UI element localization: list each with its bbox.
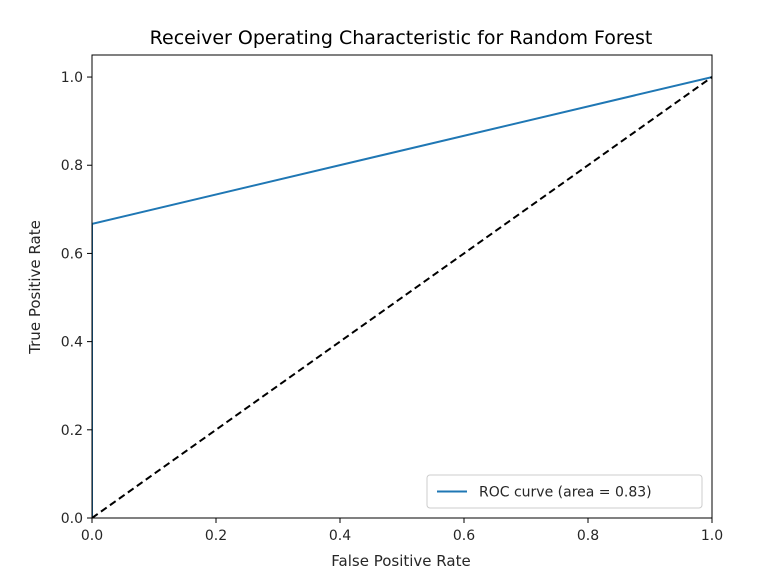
plot-area [91, 54, 713, 519]
x-axis-label: False Positive Rate [331, 552, 470, 570]
y-tick-label: 0.4 [61, 335, 83, 351]
x-tick-label: 0.8 [577, 528, 599, 544]
chart-title: Receiver Operating Characteristic for Ra… [150, 27, 653, 49]
x-tick-label: 0.0 [81, 528, 103, 544]
legend-box [426, 474, 703, 509]
chance-diagonal-line [92, 76, 712, 518]
y-tick-label: 1.0 [61, 70, 83, 86]
x-tick-label: 0.6 [453, 528, 475, 544]
y-axis-label: True Positive Rate [26, 220, 44, 355]
x-tick-label: 0.4 [329, 528, 351, 544]
roc-curve-line [92, 76, 712, 518]
y-tick-label: 0.8 [61, 158, 83, 174]
y-tick-label: 0.6 [61, 246, 83, 262]
x-tick-label: 1.0 [701, 528, 723, 544]
legend-label: ROC curve (area = 0.83) [479, 485, 652, 501]
axis-ticks: 0.0 0.2 0.4 0.6 0.8 1.0 0.0 0.2 0.4 0.6 0.8 1.0 [61, 70, 723, 544]
plot-frame [91, 54, 713, 519]
y-tick-label: 0.2 [61, 423, 83, 439]
legend: ROC curve (area = 0.83) [426, 474, 703, 509]
x-tick-label: 0.2 [205, 528, 227, 544]
y-tick-label: 0.0 [61, 511, 83, 527]
